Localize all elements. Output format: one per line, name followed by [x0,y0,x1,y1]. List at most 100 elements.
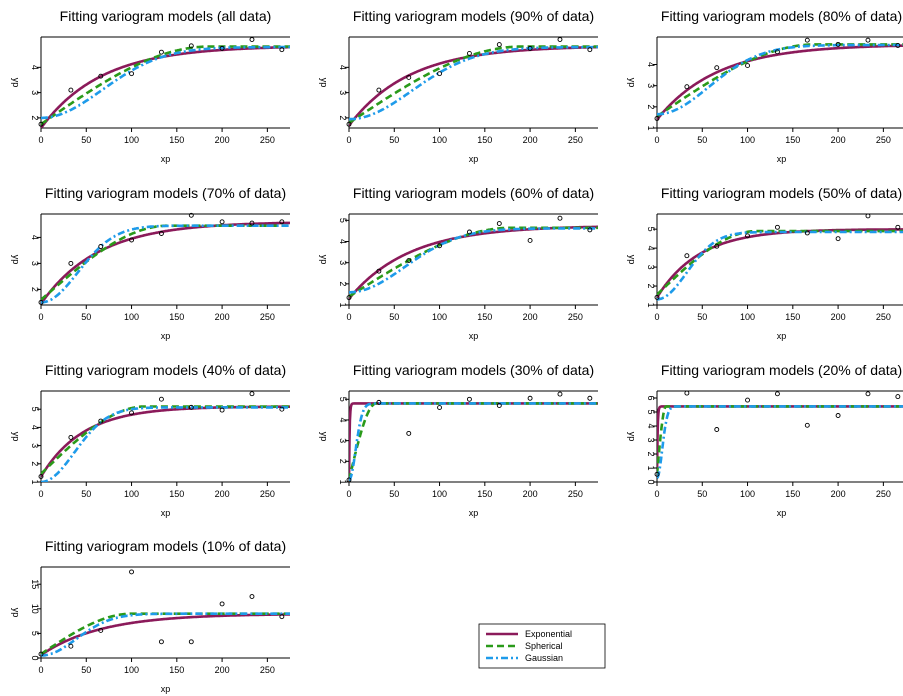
series-exponential-line [657,228,903,299]
x-tick-label: 100 [124,312,139,322]
x-tick-label: 150 [169,135,184,145]
panel-2: Fitting variogram models (80% of data) 0 5… [627,8,903,164]
data-point [279,614,285,620]
x-tick-label: 50 [697,135,707,145]
y-tick-label: 3 [338,438,348,443]
panel-title: Fitting variogram models (50% of data) [661,185,902,201]
x-tick-label: 50 [389,489,399,499]
data-point [437,243,442,249]
data-point [279,406,285,412]
panel-title: Fitting variogram models (80% of data) [661,8,902,24]
y-axis-label: yp [627,78,637,88]
y-tick-label: 3 [646,437,656,442]
x-tick-label: 50 [81,665,91,675]
data-point [68,87,74,93]
data-point [587,395,593,401]
series-exponential-line [349,45,598,127]
x-tick-label: 200 [831,489,846,499]
data-point [188,212,194,218]
data-point [129,569,134,575]
panel-4: Fitting variogram models (60% of data) 0 5… [319,185,598,341]
data-point [654,116,660,121]
data-point [557,391,563,397]
x-tick-label: 0 [654,489,659,499]
series-exponential-line [657,405,903,475]
data-point [804,230,810,236]
y-axis-label: yp [11,608,21,618]
panel-3: Fitting variogram models (70% of data) 0 5… [11,185,290,341]
series-exponential-line [349,402,598,480]
y-tick-label: 5 [646,409,656,414]
x-tick-label: 150 [477,135,492,145]
data-point [68,643,74,649]
x-tick-label: 200 [523,135,538,145]
data-point [527,238,533,243]
data-point [376,87,382,93]
x-tick-label: 0 [38,135,43,145]
y-tick-label: 10 [30,604,40,614]
data-point [98,418,104,424]
y-tick-label: 3 [338,260,348,265]
data-point [745,63,750,69]
data-point [279,47,285,53]
data-point [346,121,352,127]
x-tick-label: 0 [38,312,43,322]
x-tick-label: 250 [568,489,583,499]
data-point [219,219,225,225]
y-tick-label: 3 [30,90,40,95]
x-tick-label: 0 [654,135,659,145]
x-axis-label: xp [161,508,171,518]
x-axis-label: xp [161,331,171,341]
series-gaussian-line [41,45,290,120]
y-axis-label: yp [11,432,21,442]
data-point [249,594,255,599]
panels-group: Fitting variogram models (all data)0 50 10… [11,8,903,694]
panel-5: Fitting variogram models (50% of data) 0 5… [627,185,903,341]
x-tick-label: 150 [477,489,492,499]
panel-0: Fitting variogram models (all data) 0 50 10… [11,8,290,164]
y-tick-label: 1 [30,479,40,484]
data-point [38,651,44,657]
y-tick-label: 15 [30,579,40,589]
panel-8: Fitting variogram models (20% of data) 0 5… [627,362,903,518]
data-point [38,121,44,127]
data-point [527,45,533,51]
x-tick-label: 50 [81,135,91,145]
data-point [587,47,593,53]
data-point [865,213,871,219]
x-tick-label: 150 [785,312,800,322]
x-tick-label: 250 [568,135,583,145]
x-tick-label: 100 [124,489,139,499]
data-point [745,233,750,239]
panel-title: Fitting variogram models (70% of data) [45,185,286,201]
data-point [437,71,442,77]
data-point [158,49,164,55]
y-tick-label: 4 [338,239,348,244]
data-point [654,471,660,477]
x-tick-label: 200 [215,665,230,675]
x-tick-label: 100 [432,135,447,145]
x-tick-label: 150 [785,489,800,499]
y-tick-label: 5 [30,631,40,636]
y-tick-label: 4 [338,417,348,422]
data-point [835,413,841,418]
data-point [745,397,750,403]
y-tick-label: 4 [30,425,40,430]
y-axis-label: yp [627,255,637,265]
data-point [437,405,442,410]
series-spherical-line [41,45,290,126]
data-point [376,399,382,405]
x-tick-label: 200 [215,135,230,145]
x-tick-label: 150 [169,665,184,675]
data-point [129,410,134,416]
x-tick-label: 100 [432,489,447,499]
data-point [714,427,720,432]
series-gaussian-line [41,406,290,482]
data-point [895,394,901,400]
x-tick-label: 150 [477,312,492,322]
series-spherical-line [41,224,290,301]
data-point [654,294,660,300]
data-point [219,601,225,607]
legend: Exponential Spherical Gaussian [478,623,606,669]
series-spherical-line [657,229,903,296]
